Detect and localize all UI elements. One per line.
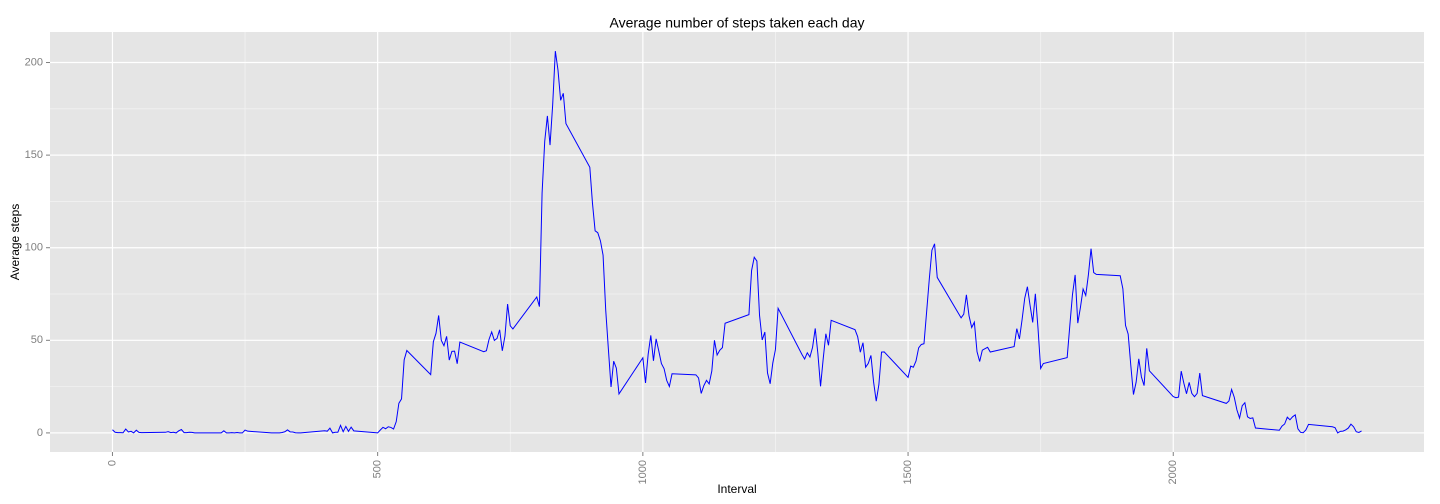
y-tick-label: 0 (37, 427, 43, 439)
chart-title: Average number of steps taken each day (609, 15, 864, 31)
x-axis-title: Interval (717, 482, 756, 496)
x-tick-label: 0 (106, 460, 118, 466)
x-tick-label: 1000 (637, 460, 649, 484)
y-tick-label: 150 (25, 149, 43, 161)
y-axis-title: Average steps (8, 204, 22, 281)
y-tick-label: 50 (31, 334, 43, 346)
y-tick-label: 200 (25, 56, 43, 68)
x-tick-label: 1500 (902, 460, 914, 484)
x-tick-label: 2000 (1167, 460, 1179, 484)
x-tick-label: 500 (372, 460, 384, 478)
grid (50, 32, 1424, 452)
plot-panel (50, 32, 1424, 452)
y-tick-label: 100 (25, 242, 43, 254)
plot (112, 51, 1362, 434)
line-series (112, 51, 1362, 434)
